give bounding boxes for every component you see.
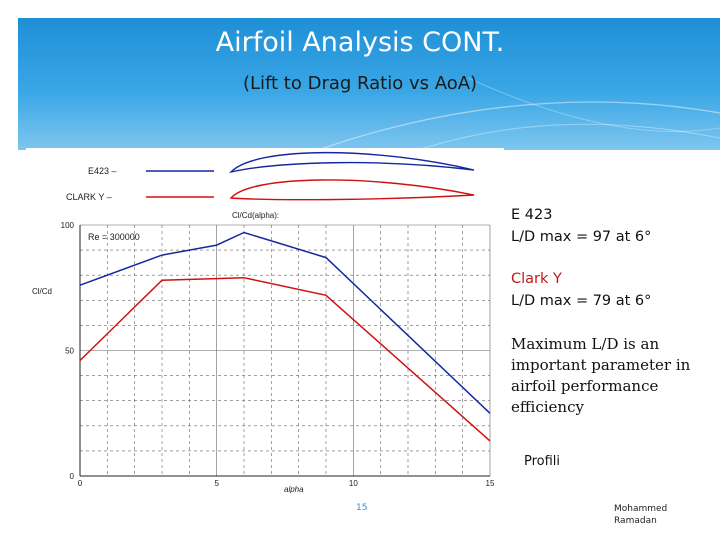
chart-panel: E423 – CLARK Y – Cl/Cd(alpha): Re = 3000…: [26, 148, 504, 494]
ld-chart: E423 – CLARK Y – Cl/Cd(alpha): Re = 3000…: [32, 151, 495, 494]
x-tick-label: 10: [349, 479, 358, 488]
x-tick-label: 5: [214, 479, 219, 488]
header-swoosh-decoration: [317, 77, 720, 150]
y-tick-label: 50: [65, 347, 74, 356]
x-tick-label: 0: [78, 479, 83, 488]
clarky-name: Clark Y: [511, 271, 562, 287]
source-label: Profili: [524, 454, 561, 469]
chart-title: Cl/Cd(alpha):: [232, 211, 279, 220]
clarky-summary: Clark Y L/D max = 79 at 6°: [511, 268, 711, 312]
ld-note: Maximum L/D is an important parameter in…: [511, 335, 691, 416]
x-tick-label: 15: [486, 479, 495, 488]
author-line-1: Mohammed: [614, 504, 668, 514]
slide-title: Airfoil Analysis CONT.: [215, 27, 505, 58]
legend-label-clarky: CLARK Y –: [66, 192, 112, 202]
y-tick-label: 0: [70, 472, 75, 481]
y-tick-label: 100: [61, 221, 75, 230]
slide-subtitle: (Lift to Drag Ratio vs AoA): [242, 73, 478, 94]
author-name: Mohammed Ramadan: [614, 503, 667, 527]
e423-name: E 423: [511, 207, 553, 223]
series-line-clark-y: [79, 276, 491, 442]
page-number: 15: [356, 503, 368, 513]
series-line-e423: [79, 231, 491, 414]
e423-summary: E 423 L/D max = 97 at 6°: [511, 204, 711, 248]
clarky-ld-max: L/D max = 79 at 6°: [511, 293, 652, 309]
author-line-2: Ramadan: [614, 516, 657, 526]
legend-label-e423: E423 –: [88, 166, 117, 176]
y-axis-label: Cl/Cd: [32, 287, 52, 296]
clarky-airfoil-shape: [229, 179, 475, 201]
e423-airfoil-shape: [228, 151, 475, 174]
x-axis-label: alpha: [284, 485, 304, 493]
re-annotation: Re = 300000: [88, 232, 140, 242]
slide-header-band: [18, 18, 720, 150]
e423-ld-max: L/D max = 97 at 6°: [511, 229, 652, 245]
